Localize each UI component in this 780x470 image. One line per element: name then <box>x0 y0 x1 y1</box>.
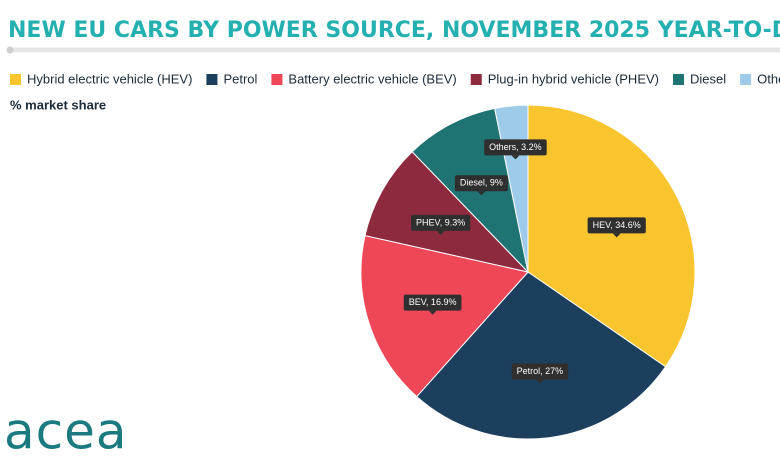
slice-label-group: Diesel, 9% <box>454 175 508 196</box>
slice-label: Others, 3.2% <box>489 142 542 152</box>
legend-label: Battery electric vehicle (BEV) <box>288 71 456 86</box>
legend-label: Plug-in hybrid vehicle (PHEV) <box>488 71 659 86</box>
legend-swatch <box>470 74 482 85</box>
slice-label-group: Petrol, 27% <box>511 363 569 384</box>
slice-label-pointer <box>428 310 437 315</box>
legend: Hybrid electric vehicle (HEV) Petrol Batte… <box>10 71 780 86</box>
slice-label-group: HEV, 34.6% <box>587 217 646 238</box>
legend-label: Others <box>757 71 780 86</box>
legend-label: Diesel <box>690 71 726 86</box>
slice-label-pointer <box>436 230 445 235</box>
slice-label-group: PHEV, 9.3% <box>411 214 471 235</box>
slice-label-box <box>411 214 471 231</box>
slice-label-box <box>484 139 547 156</box>
slice-label-pointer <box>535 379 544 384</box>
slice-label: Petrol, 27% <box>517 366 564 376</box>
slice-label-group: Others, 3.2% <box>484 139 547 160</box>
pie-slice <box>527 104 696 368</box>
slice-labels: HEV, 34.6% Petrol, 27% BEV, 16.9% PHEV, 9.3… <box>403 139 646 384</box>
slice-label-box <box>587 217 646 234</box>
slice-label-box <box>454 175 508 192</box>
pie-slice <box>360 234 529 398</box>
legend-label: Hybrid electric vehicle (HEV) <box>27 71 192 86</box>
legend-swatch <box>271 74 283 85</box>
legend-swatch <box>740 74 752 85</box>
slice-label: BEV, 16.9% <box>409 297 457 307</box>
slice-label-pointer <box>511 155 520 160</box>
slice-label-box <box>403 294 462 311</box>
subtitle: % market share <box>10 97 106 112</box>
logo: acea <box>4 403 128 461</box>
slice-label-group: BEV, 16.9% <box>403 294 462 315</box>
slice-label: Diesel, 9% <box>460 178 503 188</box>
pie-slice <box>364 151 530 273</box>
slice-label-box <box>511 363 569 380</box>
slice-label-pointer <box>477 191 486 196</box>
slice-label: HEV, 34.6% <box>593 220 641 230</box>
legend-label: Petrol <box>223 71 257 86</box>
title-rule-dot <box>6 46 14 54</box>
legend-swatch <box>672 74 684 85</box>
slice-label-pointer <box>612 233 621 238</box>
pie-slice <box>416 271 667 440</box>
legend-swatch <box>206 74 218 85</box>
slice-label: PHEV, 9.3% <box>416 217 465 227</box>
chart-title: NEW EU CARS BY POWER SOURCE, NOVEMBER 20… <box>8 18 780 43</box>
legend-swatch <box>10 74 21 85</box>
